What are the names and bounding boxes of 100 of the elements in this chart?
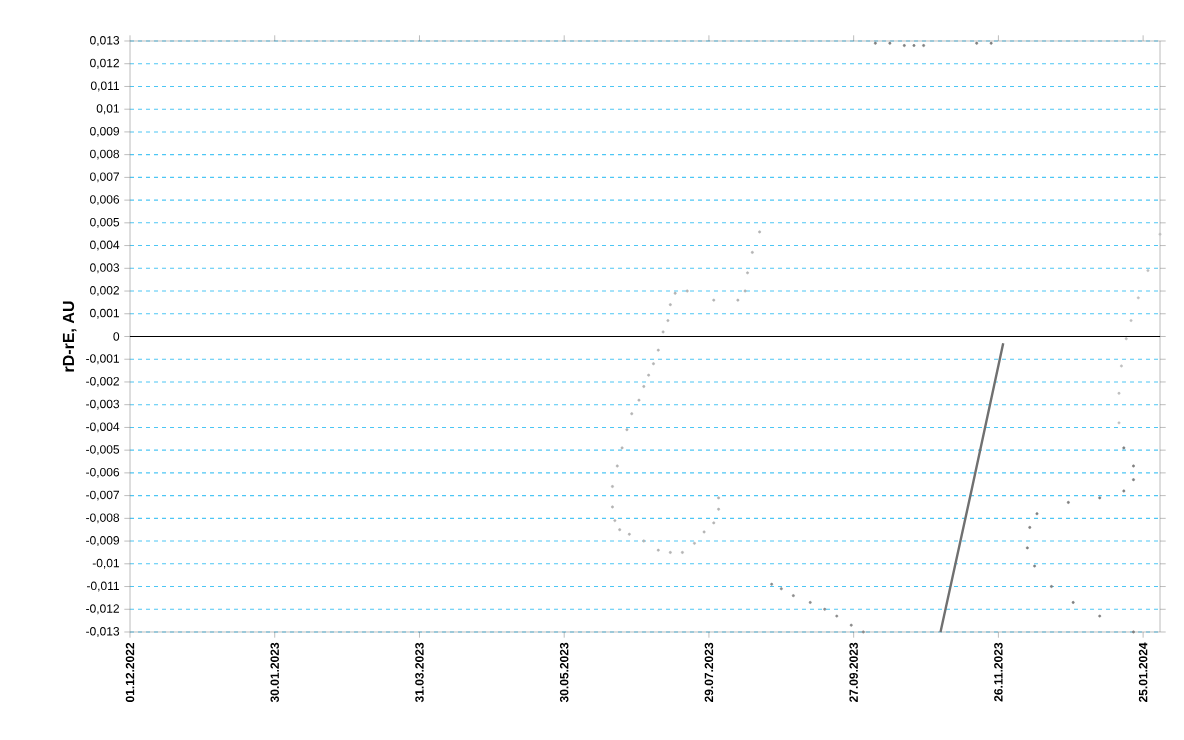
point	[717, 507, 721, 511]
y-tick-label: -0,013	[86, 627, 120, 637]
point	[610, 505, 614, 509]
point	[791, 594, 795, 598]
point	[642, 539, 646, 543]
point	[770, 582, 774, 586]
point	[1119, 364, 1123, 368]
y-tick-label: -0,008	[86, 513, 120, 524]
x-tick-label: 30.05.2023	[559, 642, 569, 703]
point	[651, 362, 655, 366]
point	[1132, 478, 1135, 482]
y-tick-label: 0,011	[90, 81, 120, 92]
x-tick-label: 26.11.2023	[994, 642, 1003, 702]
y-axis-title: rD-rE, AU	[62, 301, 77, 372]
point	[1146, 269, 1150, 273]
point	[1035, 512, 1039, 516]
point	[685, 289, 689, 293]
x-tick-label: 29.07.2023	[704, 642, 714, 703]
point	[888, 41, 892, 45]
x-tick-label: 27.09.2023	[849, 642, 858, 703]
point	[661, 330, 665, 334]
y-tick-label: 0,001	[90, 308, 120, 319]
y-tick-label: 0,013	[90, 36, 120, 46]
point	[647, 373, 651, 377]
y-tick-label: 0,004	[90, 240, 120, 251]
y-tick-label: -0,01	[92, 558, 120, 569]
point	[615, 464, 619, 468]
y-tick-label: -0,004	[86, 422, 120, 433]
point	[1098, 496, 1102, 500]
point	[750, 250, 754, 254]
point	[680, 550, 684, 554]
point	[625, 428, 629, 432]
y-tick-label: 0,002	[90, 286, 119, 296]
point	[1028, 525, 1032, 529]
point	[673, 291, 677, 295]
y-tick-label: 0,003	[90, 263, 120, 274]
point	[779, 587, 783, 591]
point	[902, 44, 906, 48]
point	[1025, 546, 1029, 550]
point	[668, 550, 672, 554]
point	[1071, 600, 1075, 604]
point	[835, 614, 839, 618]
y-tick-label: -0,005	[86, 445, 120, 456]
point	[1124, 337, 1128, 341]
point	[666, 319, 670, 323]
point	[1122, 446, 1126, 450]
point	[656, 348, 660, 352]
y-tick-label: 0	[113, 332, 120, 341]
point	[989, 41, 993, 45]
y-tick-label: -0,011	[87, 581, 120, 592]
point	[642, 385, 646, 388]
point	[712, 521, 716, 525]
point	[922, 44, 926, 48]
point	[702, 530, 706, 534]
y-tick-label: -0,006	[86, 467, 120, 478]
point	[637, 398, 641, 402]
point	[1136, 296, 1140, 300]
point	[849, 623, 853, 627]
point	[717, 496, 721, 500]
point	[613, 519, 617, 523]
point	[692, 541, 696, 545]
y-tick-label: 0,006	[90, 195, 120, 206]
y-tick-label: 0,007	[90, 172, 119, 183]
point	[630, 412, 634, 416]
point	[668, 303, 672, 307]
x-tick-label: 31.03.2023	[415, 642, 424, 703]
point	[1066, 500, 1070, 504]
y-tick-label: 0,012	[90, 58, 119, 69]
point	[610, 485, 614, 488]
y-tick-label: 0,01	[96, 104, 120, 115]
point	[1049, 585, 1053, 589]
point	[712, 298, 716, 302]
point	[912, 44, 916, 48]
point	[736, 298, 740, 302]
point	[758, 230, 762, 234]
y-tick-label: -0,007	[86, 490, 119, 501]
y-tick-label: -0,012	[86, 604, 119, 615]
point	[1122, 489, 1126, 493]
point	[620, 446, 624, 450]
point	[743, 289, 747, 293]
point	[1117, 421, 1121, 425]
x-tick-label: 30.01.2023	[270, 642, 279, 703]
point	[873, 41, 877, 45]
point	[656, 548, 660, 552]
point	[1098, 614, 1102, 618]
y-tick-label: -0,001	[86, 354, 120, 365]
point	[1117, 391, 1121, 395]
point	[823, 607, 827, 611]
y-tick-label: -0,003	[86, 399, 120, 410]
point	[1129, 319, 1133, 323]
y-tick-label: 0,005	[90, 217, 120, 228]
point	[975, 41, 979, 45]
x-tick-label: 25.01.2024	[1138, 642, 1148, 703]
point	[1132, 630, 1135, 634]
y-tick-label: 0,009	[90, 126, 120, 137]
y-tick-label: -0,002	[86, 377, 119, 387]
y-tick-label: 0,008	[90, 149, 120, 160]
point	[1033, 564, 1037, 568]
point	[1132, 464, 1135, 468]
point	[861, 630, 865, 634]
